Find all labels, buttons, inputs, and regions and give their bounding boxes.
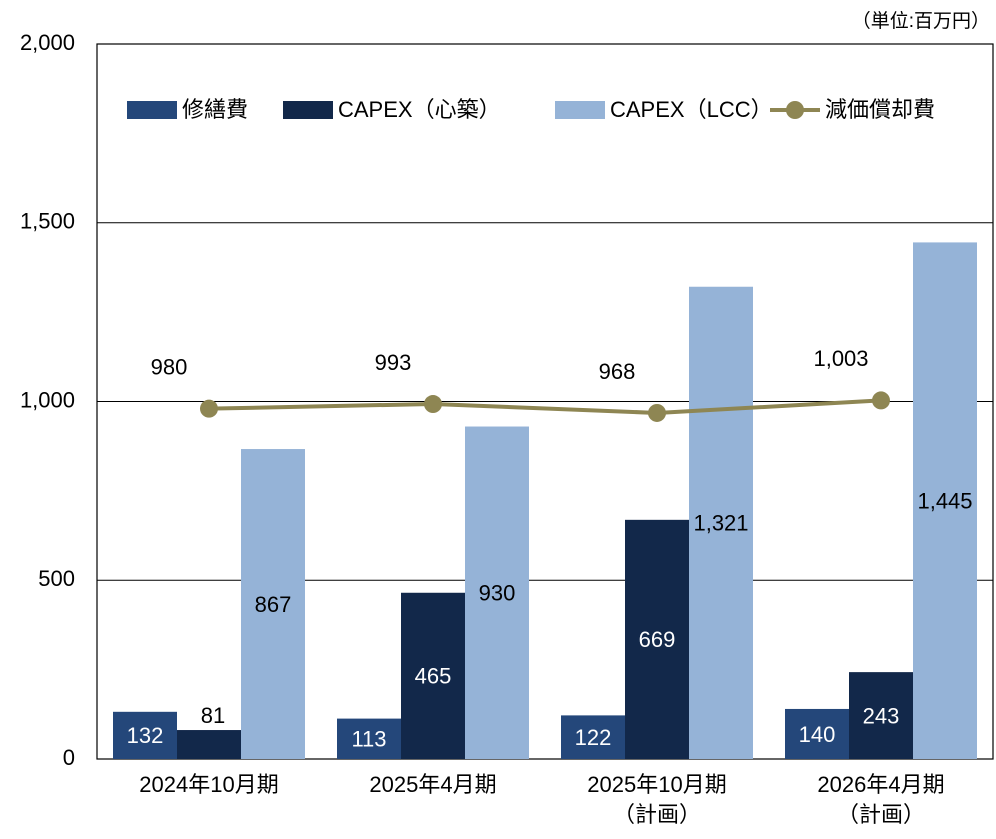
bar <box>113 711 177 759</box>
bar <box>465 426 529 759</box>
data-label: 132 <box>127 723 164 748</box>
line-point <box>648 403 666 422</box>
bar <box>785 708 849 759</box>
bar <box>625 519 689 759</box>
data-label: 81 <box>201 703 225 728</box>
line-point <box>872 391 890 410</box>
line-point <box>200 399 218 418</box>
legend-swatch <box>786 101 804 119</box>
legend-swatch <box>283 101 333 119</box>
bar <box>337 718 401 759</box>
y-tick-label: 1,500 <box>20 209 75 234</box>
bar <box>913 242 977 760</box>
y-tick-label: 1,000 <box>20 387 75 412</box>
data-label: 113 <box>351 727 386 752</box>
y-tick-label: 500 <box>38 566 75 591</box>
data-label: 465 <box>415 664 452 689</box>
x-tick-label: 2025年4月期 <box>369 772 497 797</box>
data-label: 1,321 <box>693 511 748 536</box>
legend-label: 減価償却費 <box>825 97 935 122</box>
y-tick-label: 0 <box>63 745 75 770</box>
bar <box>561 715 625 759</box>
data-label: 1,003 <box>813 346 868 371</box>
data-label: 980 <box>151 354 188 379</box>
x-tick-label: 2025年10月期 （計画） <box>587 772 727 827</box>
bar <box>241 449 305 759</box>
x-tick-label: 2024年10月期 <box>139 772 279 797</box>
line-point <box>424 395 442 414</box>
legend-swatch <box>555 101 605 119</box>
bar <box>401 592 465 759</box>
bar <box>849 672 913 759</box>
bar <box>689 286 753 759</box>
data-label: 122 <box>575 725 612 750</box>
bar <box>177 730 241 759</box>
legend-label: CAPEX（心築） <box>338 97 501 122</box>
legend-label: CAPEX（LCC） <box>610 97 773 122</box>
data-label: 1,445 <box>917 489 972 514</box>
data-label: 930 <box>479 581 516 606</box>
data-label: 867 <box>255 592 292 617</box>
data-label: 243 <box>863 703 900 728</box>
data-label: 140 <box>799 722 836 747</box>
legend-label: 修繕費 <box>182 97 248 122</box>
x-tick-label: 2026年4月期 （計画） <box>817 772 945 827</box>
legend-swatch <box>127 101 177 119</box>
data-label: 669 <box>639 627 676 652</box>
unit-note: （単位:百万円） <box>852 10 990 32</box>
y-tick-label: 2,000 <box>20 30 75 55</box>
plot-frame <box>96 43 994 760</box>
line <box>208 398 882 415</box>
data-label: 993 <box>375 350 412 375</box>
data-label: 968 <box>599 359 636 384</box>
